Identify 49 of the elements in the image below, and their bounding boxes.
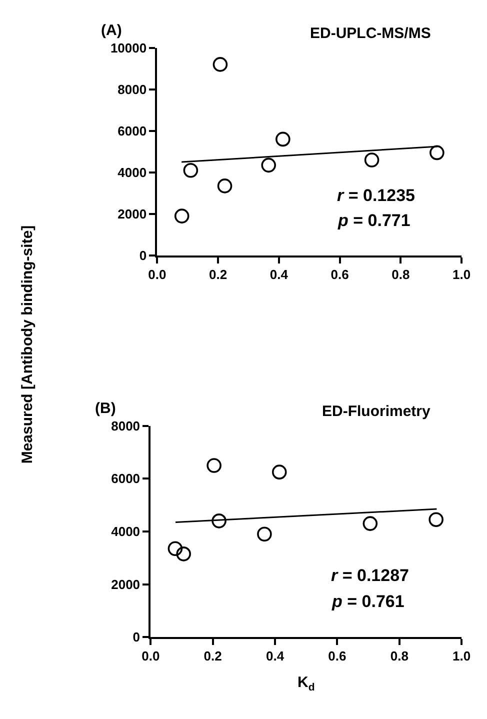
point — [174, 208, 190, 224]
x-tick-label: 0.8 — [390, 648, 408, 664]
annotation: p = 0.771 — [337, 211, 410, 230]
y-tick-label: 8000 — [118, 82, 147, 97]
point — [430, 145, 444, 160]
point — [261, 158, 276, 173]
y-tick-label: 0 — [139, 248, 147, 264]
y-tick-label: 4000 — [111, 524, 140, 540]
x-tick-label: 0.0 — [148, 267, 166, 282]
y-tick-label: 6000 — [111, 471, 140, 486]
x-tick-label: 0.4 — [266, 648, 285, 664]
x-axis-title: K$_{d}$ — [297, 674, 315, 694]
annotation: p = 0.761 — [331, 592, 404, 611]
point — [183, 162, 198, 178]
x-tick-label: 1.0 — [452, 267, 471, 282]
point — [276, 132, 290, 147]
point — [212, 514, 226, 528]
point — [428, 512, 444, 527]
x-tick-label: 0.6 — [330, 267, 349, 282]
point — [272, 464, 287, 480]
y-tick-label: 2000 — [111, 576, 140, 592]
y-tick-label: 8000 — [111, 418, 140, 434]
point — [176, 546, 191, 562]
point — [206, 458, 222, 473]
point — [362, 516, 378, 531]
text: (B) — [95, 400, 116, 417]
point — [364, 152, 380, 168]
y-tick-label: 0 — [132, 630, 140, 645]
x-tick-label: 0.2 — [204, 648, 222, 664]
chart-title: ED-Fluorimetry — [322, 403, 432, 420]
point — [257, 526, 272, 542]
point — [212, 57, 228, 72]
x-tick-label: 0.8 — [392, 267, 410, 282]
x-tick-label: 0.4 — [270, 267, 289, 282]
y-tick-label: 2000 — [118, 206, 147, 222]
x-tick-label: 0.0 — [142, 648, 160, 664]
annotation: r = 0.1287 — [331, 566, 409, 585]
text: (A) — [101, 22, 122, 39]
point — [217, 178, 232, 194]
x-tick-label: 0.2 — [209, 267, 228, 282]
point — [168, 541, 183, 556]
y-tick-label: 4000 — [118, 164, 147, 180]
y-tick-label: 6000 — [118, 123, 147, 138]
x-tick-label: 0.6 — [328, 648, 346, 664]
annotation: r = 0.1235 — [337, 186, 415, 205]
chart-title: ED-UPLC-MS/MS — [310, 25, 431, 42]
y-axis-title: Measured [Antibody binding-site] — [18, 225, 36, 464]
x-tick-label: 1.0 — [452, 648, 471, 664]
y-tick-label: 10000 — [110, 40, 147, 56]
